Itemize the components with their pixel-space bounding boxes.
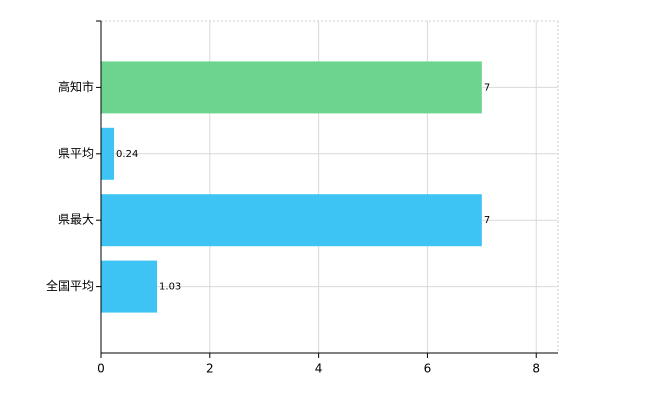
y-tick-label: 全国平均	[46, 278, 94, 293]
bar	[101, 194, 482, 247]
value-label: 7	[484, 215, 490, 226]
value-label: 0.24	[116, 149, 138, 160]
value-label: 1.03	[159, 282, 181, 293]
x-tick-label: 0	[97, 362, 105, 376]
x-tick-label: 2	[206, 362, 214, 376]
y-tick-label: 高知市	[58, 79, 94, 94]
bar	[101, 260, 158, 313]
bar	[101, 127, 115, 180]
x-tick-label: 8	[532, 362, 540, 376]
y-tick-label: 県最大	[58, 213, 94, 227]
x-tick-label: 6	[424, 362, 432, 376]
bar	[101, 61, 482, 114]
x-tick-label: 4	[315, 362, 323, 376]
y-tick-label: 県平均	[58, 146, 94, 160]
value-label: 7	[484, 82, 490, 93]
